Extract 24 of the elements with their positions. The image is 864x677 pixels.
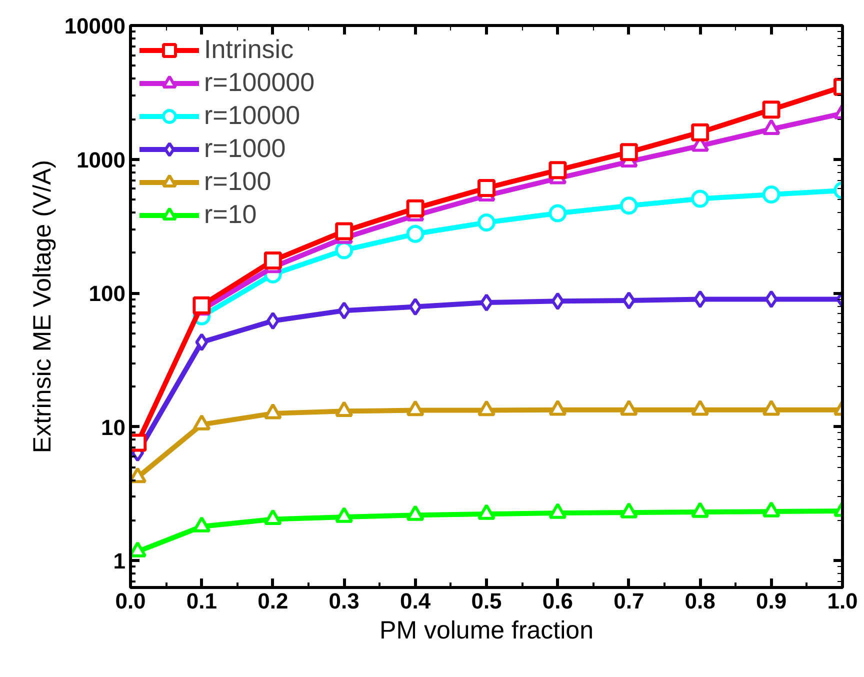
x-tick-label: 0.1 (186, 588, 217, 614)
y-tick-label: 10 (101, 414, 126, 440)
x-tick-label: 0.0 (115, 588, 146, 614)
y-tick-label: 100 (88, 281, 126, 306)
legend-label: r=100000 (204, 67, 315, 98)
y-tick-label: 1 (113, 548, 126, 574)
x-tick-label: 0.4 (400, 588, 432, 614)
legend-label: r=10000 (204, 100, 300, 131)
x-axis-title: PM volume fraction (380, 616, 594, 644)
x-tick-label: 0.8 (684, 588, 716, 614)
y-tick-label: 10000 (64, 14, 126, 38)
x-tick-label: 0.2 (258, 588, 288, 614)
x-tick-label: 0.5 (471, 588, 502, 614)
x-tick-label: 0.3 (328, 588, 360, 614)
legend-label: r=10 (204, 199, 257, 230)
legend-label: Intrinsic (204, 34, 294, 65)
x-tick-label: 0.6 (542, 588, 573, 614)
x-tick-label: 0.7 (614, 588, 644, 614)
y-tick-label: 1000 (76, 147, 126, 172)
legend-label: r=1000 (204, 133, 286, 164)
y-axis-title: Extrinsic ME Voltage (V/A) (28, 160, 56, 454)
x-tick-label: 0.9 (756, 588, 787, 614)
legend-label: r=100 (204, 166, 272, 197)
x-tick-label: 1.0 (827, 588, 858, 614)
